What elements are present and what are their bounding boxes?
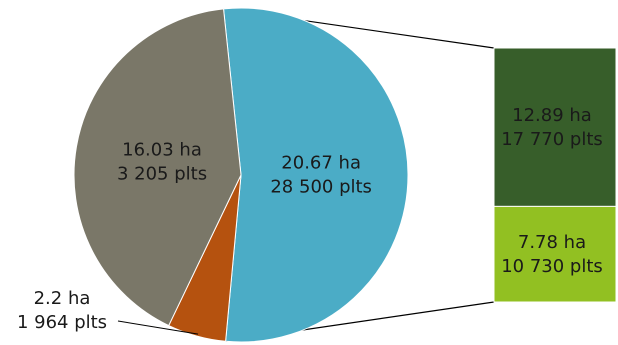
data-labels: 12.89 ha 17 770 plts 7.78 ha 10 730 plts 20.… (17, 105, 603, 335)
data-label: 7.78 ha 10 730 plts (501, 232, 603, 277)
breakdown-bar (493, 47, 617, 303)
pie-slice (73, 8, 242, 327)
leader-line (117, 320, 199, 335)
data-label: 16.03 ha 3 205 plts (117, 139, 207, 184)
bar-segment (493, 47, 617, 207)
data-label: 20.67 ha 28 500 plts (270, 153, 372, 198)
data-label: 2.2 ha 1 964 plts (17, 288, 107, 333)
pie-slice (222, 7, 409, 343)
data-label: 12.89 ha 17 770 plts (501, 105, 603, 150)
bar-segment (493, 205, 617, 303)
pie (73, 7, 409, 343)
